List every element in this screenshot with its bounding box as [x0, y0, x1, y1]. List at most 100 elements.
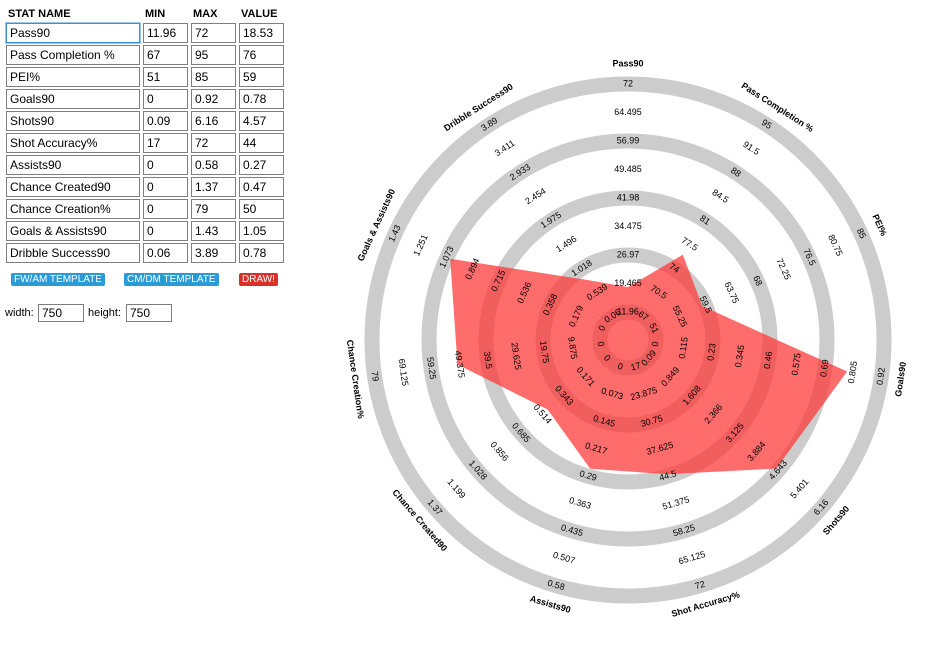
stat-min-input[interactable]: [143, 67, 188, 87]
stat-max-input[interactable]: [191, 243, 236, 263]
radar-tick-label: 0: [596, 324, 607, 333]
stat-cell-name: [6, 133, 140, 153]
stat-value-input[interactable]: [239, 177, 284, 197]
stat-name-input[interactable]: [6, 111, 140, 131]
stat-name-input[interactable]: [6, 177, 140, 197]
radar-tick-label: 19.75: [538, 340, 551, 364]
stat-min-input[interactable]: [143, 45, 188, 65]
stat-cell-value: [239, 221, 284, 241]
stat-name-input[interactable]: [6, 155, 140, 175]
radar-axis-label: PEI%: [870, 213, 888, 238]
radar-tick-label: 95: [760, 117, 774, 131]
stat-cell-min: [143, 111, 188, 131]
radar-tick-label: 39.5: [482, 351, 494, 370]
stat-name-input[interactable]: [6, 45, 140, 65]
radar-tick-label: 44.5: [658, 468, 678, 483]
stat-max-input[interactable]: [191, 67, 236, 87]
radar-tick-label: 0.46: [762, 351, 774, 370]
stat-max-input[interactable]: [191, 199, 236, 219]
stat-min-input[interactable]: [143, 133, 188, 153]
stat-max-input[interactable]: [191, 23, 236, 43]
radar-tick-label: 51.375: [661, 494, 690, 511]
cm-dm-template-button[interactable]: CM/DM TEMPLATE: [124, 273, 219, 286]
stat-row: [5, 22, 284, 44]
width-input[interactable]: [38, 304, 84, 322]
height-label: height:: [88, 307, 122, 319]
stat-value-input[interactable]: [239, 67, 284, 87]
draw-button[interactable]: DRAW!: [239, 273, 278, 286]
stat-max-input[interactable]: [191, 89, 236, 109]
stat-max-input[interactable]: [191, 177, 236, 197]
stat-cell-value: [239, 243, 284, 263]
stat-cell-value: [239, 89, 284, 109]
stat-min-input[interactable]: [143, 89, 188, 109]
radar-tick-label: 17: [630, 360, 642, 372]
stat-min-input[interactable]: [143, 199, 188, 219]
stat-name-input[interactable]: [6, 221, 140, 241]
radar-tick-label: 5.401: [788, 477, 810, 501]
stat-cell-name: [6, 177, 140, 197]
stat-cell-max: [191, 23, 236, 43]
stat-name-input[interactable]: [6, 199, 140, 219]
stat-max-input[interactable]: [191, 155, 236, 175]
radar-tick-label: 1.199: [445, 477, 467, 501]
radar-tick-label: 88: [729, 165, 743, 179]
radar-tick-label: 9.875: [566, 336, 579, 360]
radar-tick-label: 34.475: [614, 221, 642, 231]
stat-cell-value: [239, 45, 284, 65]
stat-row: [6, 243, 284, 263]
radar-tick-label: 0.23: [705, 343, 717, 362]
stat-cell-max: [191, 133, 236, 153]
radar-tick-label: 26.97: [617, 249, 640, 259]
stat-max-input[interactable]: [191, 111, 236, 131]
stat-name-input[interactable]: [5, 22, 141, 44]
stat-min-input[interactable]: [143, 111, 188, 131]
stat-max-input[interactable]: [191, 133, 236, 153]
stat-name-input[interactable]: [6, 67, 140, 87]
stat-value-input[interactable]: [239, 89, 284, 109]
stat-value-input[interactable]: [239, 111, 284, 131]
radar-tick-label: 72.25: [774, 257, 792, 282]
radar-polygon-layer: [450, 254, 848, 475]
stat-value-input[interactable]: [239, 23, 284, 43]
stat-min-input[interactable]: [143, 221, 188, 241]
stat-name-input[interactable]: [6, 89, 140, 109]
stat-cell-name: [6, 221, 140, 241]
stat-value-input[interactable]: [239, 45, 284, 65]
stat-min-input[interactable]: [143, 243, 188, 263]
stat-cell-min: [143, 155, 188, 175]
height-input[interactable]: [126, 304, 172, 322]
stat-cell-min: [143, 199, 188, 219]
radar-tick-label: 65.125: [677, 549, 706, 566]
radar-tick-label: 0.363: [568, 495, 592, 511]
stat-cell-max: [191, 67, 236, 87]
stat-cell-max: [191, 111, 236, 131]
stat-cell-max: [191, 177, 236, 197]
header-value: VALUE: [241, 8, 278, 20]
stat-value-input[interactable]: [239, 133, 284, 153]
stat-row: [6, 155, 284, 175]
stat-min-input[interactable]: [143, 155, 188, 175]
stat-value-input[interactable]: [239, 243, 284, 263]
stat-min-input[interactable]: [143, 23, 188, 43]
stat-cell-max: [191, 45, 236, 65]
stat-value-input[interactable]: [239, 155, 284, 175]
stat-cell-max: [191, 221, 236, 241]
radar-tick-label: 79: [370, 371, 381, 382]
fw-am-template-button[interactable]: FW/AM TEMPLATE: [11, 273, 105, 286]
radar-tick-label: 0.575: [790, 352, 803, 376]
stat-max-input[interactable]: [191, 45, 236, 65]
stat-cell-min: [143, 243, 188, 263]
radar-tick-label: 68: [751, 274, 764, 287]
stat-row: [6, 199, 284, 219]
radar-tick-label: 1.496: [554, 234, 578, 255]
stat-value-input[interactable]: [239, 221, 284, 241]
stat-min-input[interactable]: [143, 177, 188, 197]
radar-tick-label: 0.507: [552, 550, 576, 566]
stat-value-input[interactable]: [239, 199, 284, 219]
radar-tick-label: 0.345: [733, 344, 746, 368]
stat-cell-value: [239, 67, 284, 87]
stat-max-input[interactable]: [191, 221, 236, 241]
stat-name-input[interactable]: [6, 133, 140, 153]
stat-name-input[interactable]: [6, 243, 140, 263]
